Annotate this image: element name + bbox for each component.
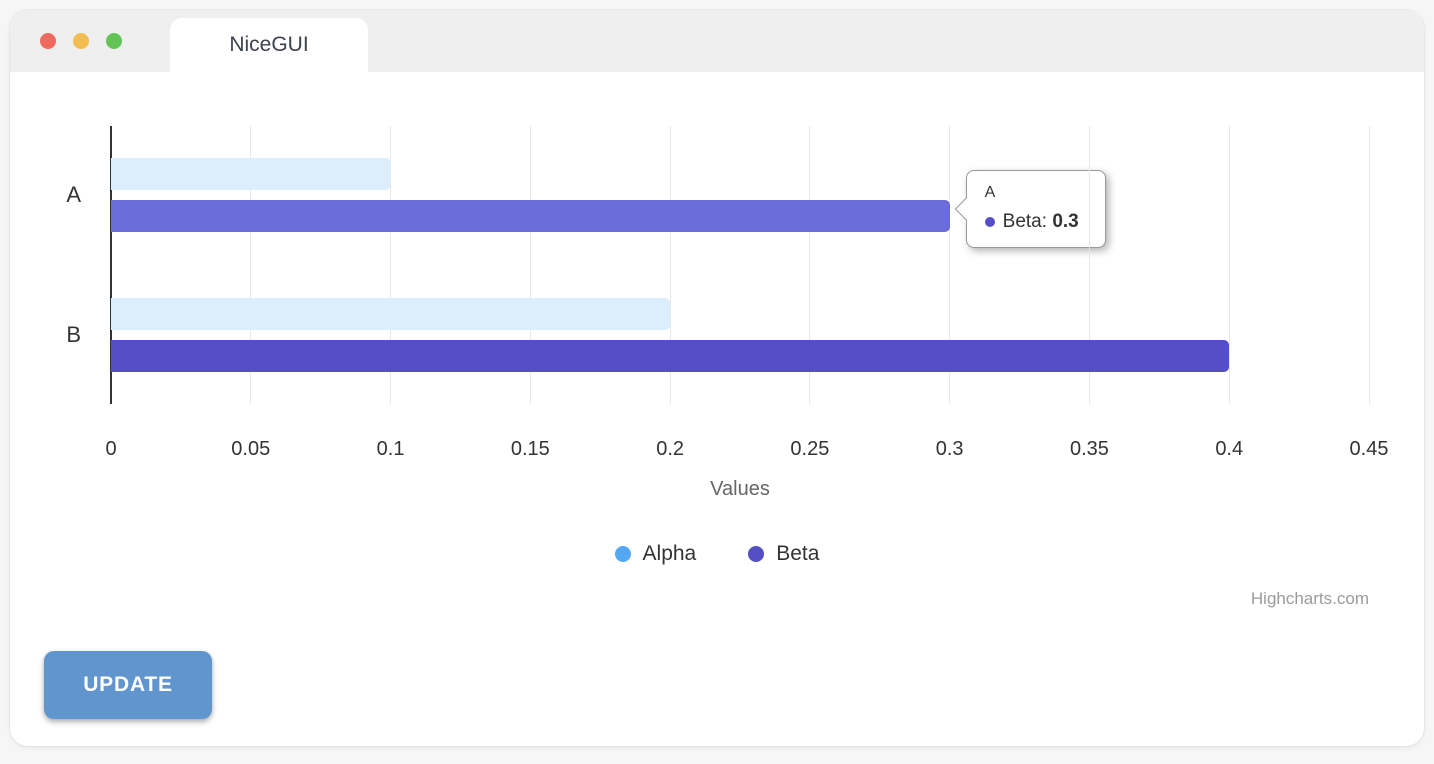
bar-B-Alpha[interactable] <box>111 298 671 330</box>
close-button[interactable] <box>40 33 56 49</box>
x-axis-tick-label: 0 <box>105 438 117 460</box>
window-titlebar: NiceGUI <box>10 10 1424 72</box>
x-gridline <box>1088 126 1090 404</box>
legend-marker-icon <box>748 546 765 562</box>
chart-legend: Alpha Beta <box>10 542 1424 566</box>
x-axis-tick-label: 0.2 <box>656 438 685 460</box>
x-axis-tick-label: 0.25 <box>790 438 830 460</box>
update-button[interactable]: UPDATE <box>44 651 212 719</box>
x-gridline <box>669 126 671 404</box>
y-axis-line <box>110 126 112 404</box>
bar-B-Beta[interactable] <box>111 340 1230 372</box>
tooltip-arrow-icon <box>954 197 977 221</box>
legend-label: Beta <box>776 542 820 565</box>
x-axis-tick-label: 0.05 <box>231 438 271 460</box>
x-gridline <box>1228 126 1230 404</box>
bar-A-Beta[interactable] <box>111 200 950 232</box>
x-axis-tick-label: 0.1 <box>376 438 405 460</box>
x-axis-tick-label: 0.4 <box>1215 438 1244 460</box>
legend-label: Alpha <box>642 542 697 565</box>
highcharts-bar-chart: A Beta: 0.3 Alpha Beta Values Highcharts.… <box>10 72 1424 632</box>
zoom-button[interactable] <box>106 33 122 49</box>
x-axis-tick-label: 0.35 <box>1069 438 1109 460</box>
x-gridline <box>1368 126 1370 404</box>
traffic-lights <box>40 33 122 49</box>
x-gridline <box>390 126 392 404</box>
x-gridline <box>949 126 951 404</box>
x-gridline <box>529 126 531 404</box>
tooltip-value: 0.3 <box>1052 211 1079 232</box>
minimize-button[interactable] <box>73 33 89 49</box>
y-axis-category-label: A <box>66 182 81 207</box>
y-axis-category-label: B <box>66 322 81 347</box>
x-gridline <box>809 126 811 404</box>
legend-item-alpha[interactable]: Alpha <box>614 542 697 566</box>
series-marker-dot-icon <box>984 217 995 227</box>
x-axis-tick-label: 0.15 <box>510 438 550 460</box>
x-axis-tick-label: 0.3 <box>935 438 964 460</box>
tooltip-series-label: Beta: <box>1002 211 1053 232</box>
app-window: NiceGUI A Beta: 0.3 Alpha Beta Values Hig… <box>10 10 1424 746</box>
bar-A-Alpha[interactable] <box>111 158 391 190</box>
tooltip-category: A <box>984 184 996 201</box>
tab-title: NiceGUI <box>229 33 309 56</box>
x-gridline <box>250 126 252 404</box>
highcharts-credits-link[interactable]: Highcharts.com <box>1250 589 1369 608</box>
browser-tab[interactable]: NiceGUI <box>170 18 368 72</box>
tooltip-series-row: Beta: 0.3 <box>984 211 1087 233</box>
x-axis-tick-label: 0.45 <box>1349 438 1389 460</box>
legend-marker-icon <box>614 546 631 562</box>
chart-tooltip: A Beta: 0.3 <box>954 170 1106 248</box>
x-axis-title: Values <box>710 478 770 500</box>
legend-item-beta[interactable]: Beta <box>748 542 819 566</box>
